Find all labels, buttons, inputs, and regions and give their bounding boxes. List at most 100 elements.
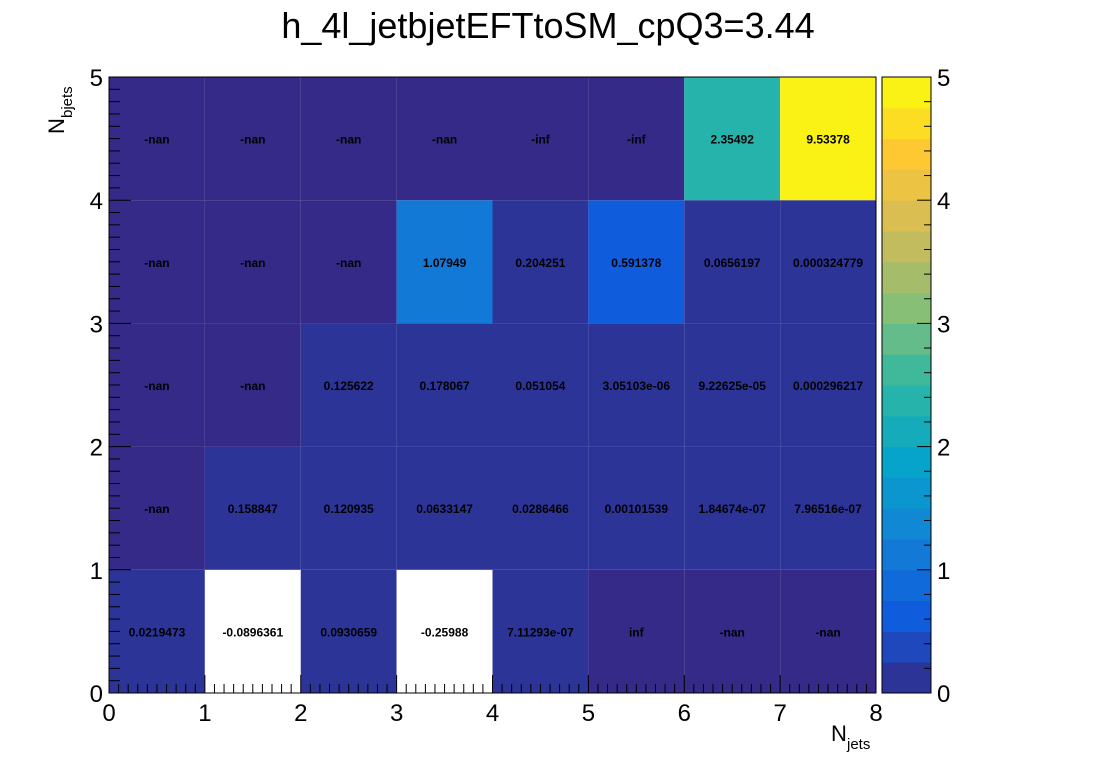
heatmap-cell-label: -nan [720,625,745,639]
heatmap-cell-label: inf [629,625,645,639]
heatmap-cell [204,200,301,324]
heatmap-cell-label: 0.178067 [420,379,470,393]
heatmap-cell-label: -nan [815,625,840,639]
heatmap-cell [109,77,205,201]
heatmap-cell [588,569,685,693]
heatmap-cell-label: -nan [336,256,361,270]
colorbar-band [882,231,931,263]
heatmap-cell-label: -inf [531,133,551,147]
heatmap-cell-label: 0.0930659 [320,625,377,639]
y-tick-label: 1 [90,558,103,585]
heatmap-cell [396,77,493,201]
heatmap-cell [684,323,781,447]
heatmap-cell-label: 0.120935 [324,502,374,516]
heatmap-cell [300,569,397,693]
heatmap-cell-label: 0.000296217 [793,379,863,393]
y-tick-label: 5 [90,65,103,92]
colorbar-band [882,323,931,355]
colorbar-band [882,569,931,602]
heatmap-cell-label: -nan [240,256,265,270]
chart-title: h_4l_jetbjetEFTtoSM_cpQ3=3.44 [281,5,814,46]
heatmap-cell-label: 2.35492 [710,133,754,147]
y-tick-label: 2 [90,435,103,462]
heatmap-cell [492,569,589,693]
heatmap-cell [396,323,493,447]
colorbar-band [882,662,931,694]
heatmap-cell-label: -nan [144,133,169,147]
heatmap-cell [300,77,397,201]
heatmap-cell [300,323,397,447]
colorbar-tick-label: 1 [937,558,950,585]
heatmap-cell-label: 7.11293e-07 [507,625,574,639]
x-tick-label: 7 [773,700,786,727]
heatmap-cell [492,200,589,324]
colorbar: 0 1 2 3 4 5 [881,65,950,708]
colorbar-tick-label: 5 [937,65,950,92]
x-tick-label: 1 [198,700,211,727]
heatmap-cell [684,77,781,201]
heatmap-cell [204,323,301,447]
colorbar-band [882,77,931,109]
colorbar-band [882,261,931,294]
colorbar-tick-label: 3 [937,311,950,338]
heatmap-cell [588,323,685,447]
y-tick-label: 0 [90,681,103,708]
x-axis-label: N [831,721,847,746]
heatmap-cell [780,77,876,201]
heatmap-cell-label: 0.0286466 [512,502,569,516]
x-tick-label: 8 [869,700,882,727]
heatmap-cell [492,446,589,570]
heatmap-cell-label: 0.591378 [611,256,661,270]
y-tick-label: 4 [90,188,103,215]
heatmap-cell-label: 0.051054 [515,379,565,393]
colorbar-tick-label: 4 [937,188,950,215]
heatmap-cell-label: 0.0219473 [129,625,186,639]
y-axis-label: N [44,118,69,134]
heatmap-cell-label: 0.125622 [324,379,374,393]
heatmap-cell [780,569,876,693]
colorbar-tick-label: 2 [937,435,950,462]
heatmap-cell-label: -inf [627,133,647,147]
heatmap-cell [109,200,205,324]
heatmap-cell [684,569,781,693]
heatmap-cell-label: 7.96516e-07 [794,502,862,516]
heatmap-cell [204,569,301,693]
heatmap-cell-label: -nan [240,379,265,393]
heatmap-cell [300,446,397,570]
heatmap-cell [109,446,205,570]
heatmap-cell-label: -nan [240,133,265,147]
y-axis-title: N bjets [44,86,76,134]
heatmap-cell [588,200,685,324]
heatmap-cell [396,200,493,324]
colorbar-band [882,631,931,663]
heatmap-cell [588,77,685,201]
heatmap-cell [588,446,685,570]
heatmap-cells [109,77,876,693]
heatmap-cell-label: 1.07949 [423,256,467,270]
heatmap-cell [396,569,493,693]
x-axis-label-subscript: jets [846,736,870,753]
colorbar-band [882,107,931,140]
heatmap-cell-label: 1.84674e-07 [698,502,766,516]
heatmap-cell [204,446,301,570]
heatmap-cell [780,323,876,447]
heatmap-cell [396,446,493,570]
heatmap-cell-label: -nan [144,502,169,516]
heatmap-cell [684,446,781,570]
y-axis-label-subscript: bjets [59,86,76,118]
heatmap-cell-label: 0.0656197 [704,256,761,270]
colorbar-band [882,600,931,632]
x-axis-title: N jets [831,721,870,753]
heatmap-cell [780,446,876,570]
x-tick-label: 3 [390,700,403,727]
colorbar-band [882,292,931,324]
colorbar-band [882,169,931,201]
heatmap-cell [109,569,205,693]
colorbar-band [882,138,931,170]
heatmap-cell [204,77,301,201]
heatmap-cell-label: -nan [144,379,169,393]
colorbar-band [882,539,931,571]
colorbar-band [882,200,931,232]
heatmap-cell-label: 9.53378 [806,133,850,147]
